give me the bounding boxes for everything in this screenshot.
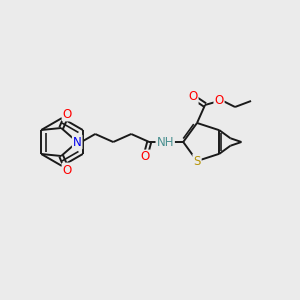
Text: O: O: [214, 94, 224, 107]
Text: O: O: [141, 151, 150, 164]
Text: O: O: [188, 91, 198, 103]
Text: NH: NH: [157, 136, 174, 148]
Text: O: O: [63, 107, 72, 121]
Text: S: S: [193, 154, 201, 167]
Text: O: O: [63, 164, 72, 176]
Text: N: N: [73, 136, 82, 148]
